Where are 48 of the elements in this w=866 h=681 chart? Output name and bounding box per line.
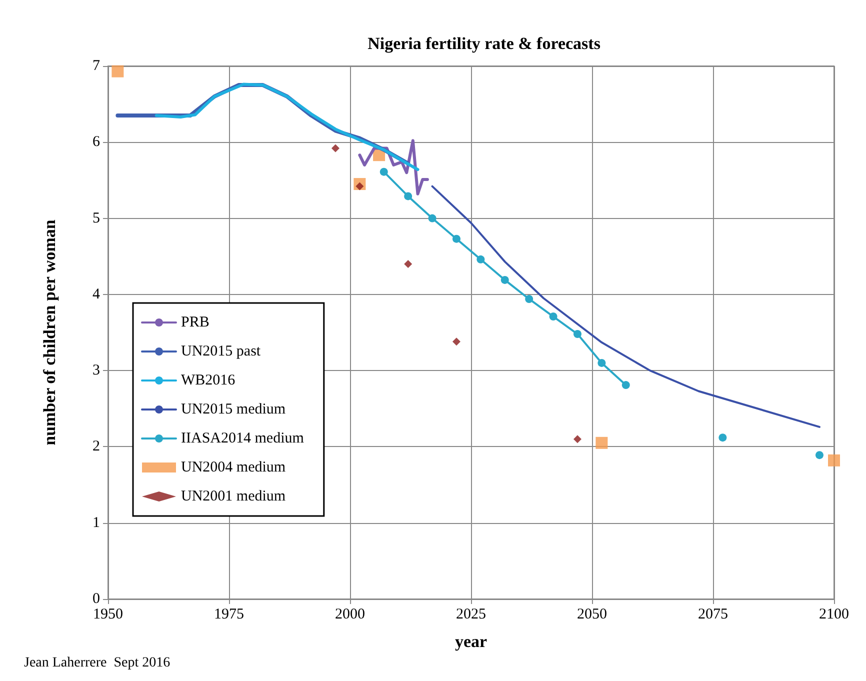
x-tick-label: 1950 <box>93 606 123 622</box>
legend-label: UN2001 medium <box>181 488 286 504</box>
point <box>452 234 460 243</box>
point <box>622 381 630 390</box>
legend-label: UN2004 medium <box>181 460 286 476</box>
y-tick-label: 3 <box>92 362 100 379</box>
point <box>452 338 460 346</box>
legend-label: UN2015 past <box>181 344 262 360</box>
legend-label: WB2016 <box>181 372 236 388</box>
point <box>112 65 124 78</box>
y-tick-label: 5 <box>92 210 100 226</box>
point <box>828 454 840 466</box>
y-tick-label: 1 <box>92 514 100 531</box>
point <box>476 255 485 264</box>
line-series <box>431 185 820 428</box>
point <box>573 435 582 444</box>
y-tick-label: 7 <box>92 58 100 74</box>
y-tick-label: 2 <box>92 438 100 455</box>
point <box>428 214 436 222</box>
x-tick-label: 2075 <box>698 606 728 622</box>
chart-title: Nigeria fertility rate & forecasts <box>368 34 601 53</box>
point <box>573 330 582 338</box>
y-tick-label: 0 <box>92 591 100 607</box>
x-tick-label: 2050 <box>577 606 607 622</box>
legend-label: UN2015 medium <box>181 402 286 418</box>
point <box>404 260 412 268</box>
point <box>404 192 412 200</box>
point <box>596 436 608 449</box>
point <box>549 312 558 321</box>
legend-label: PRB <box>181 314 210 330</box>
text: Jean Laherrere Sept 2016 <box>24 656 170 670</box>
x-tick-label: 1975 <box>214 606 244 622</box>
x-axis-title: year <box>454 632 488 651</box>
y-tick-label: 6 <box>92 134 100 150</box>
point <box>525 295 534 303</box>
line-series <box>154 82 420 172</box>
point <box>598 358 606 367</box>
y-tick-label: 4 <box>92 286 100 302</box>
point <box>331 144 340 152</box>
y-axis-title: number of children per woman <box>40 219 59 446</box>
point <box>500 276 509 284</box>
x-tick-label: 2025 <box>456 606 486 622</box>
point <box>815 451 824 460</box>
point <box>380 168 388 176</box>
point <box>718 434 727 442</box>
x-tick-label: 2100 <box>819 606 849 622</box>
x-tick-label: 2000 <box>335 606 365 622</box>
legend-label: IIASA2014 medium <box>181 430 304 446</box>
